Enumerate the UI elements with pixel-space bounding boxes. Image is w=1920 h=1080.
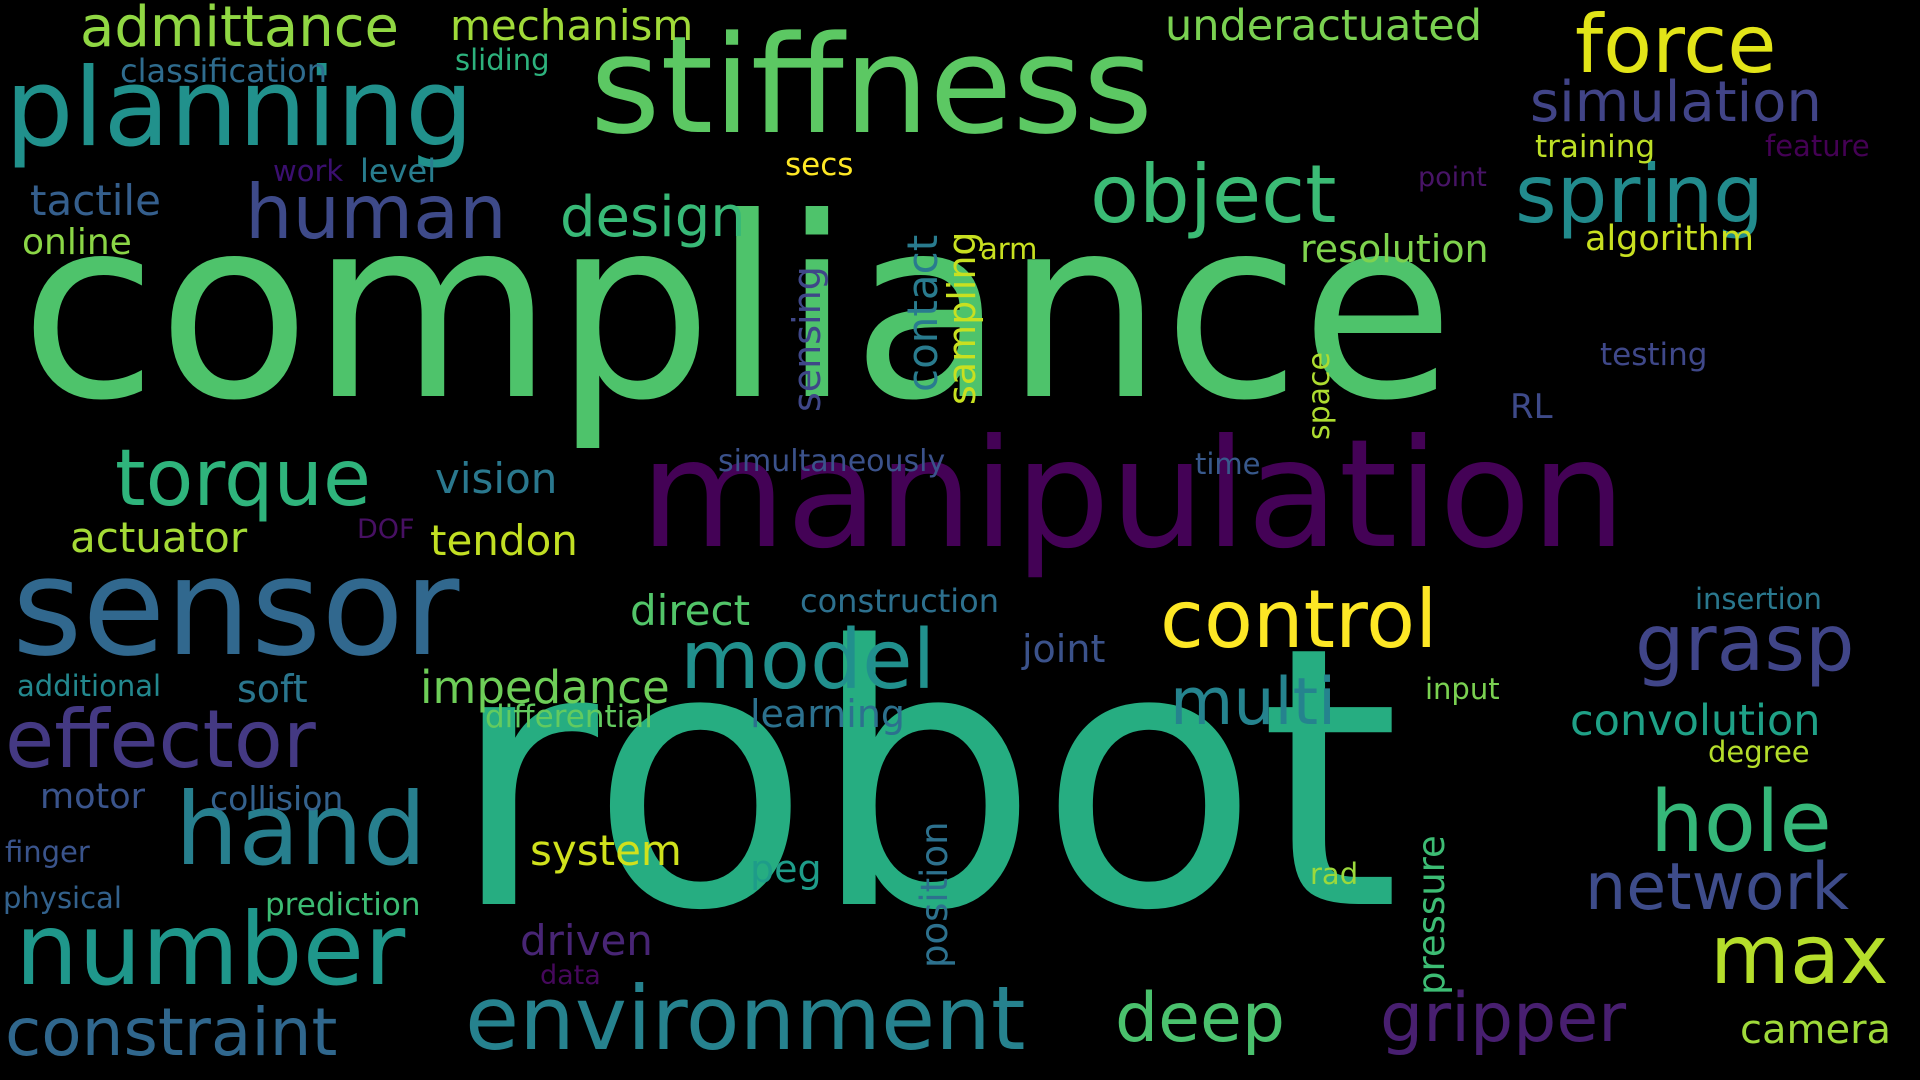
word-feature: feature — [1765, 129, 1870, 163]
word-max: max — [1710, 908, 1889, 1003]
word-construction: construction — [800, 582, 999, 620]
word-torque: torque — [115, 434, 371, 524]
word-simulation: simulation — [1530, 70, 1822, 135]
word-human: human — [245, 168, 507, 256]
word-data: data — [540, 960, 601, 991]
word-pressure: pressure — [1410, 835, 1453, 995]
word-collision: collision — [210, 779, 344, 818]
word-differential: differential — [485, 699, 653, 735]
word-manipulation: manipulation — [640, 408, 1626, 582]
word-tactile: tactile — [30, 176, 161, 225]
word-planning: planning — [5, 46, 474, 171]
word-number: number — [15, 891, 406, 1008]
word-system: system — [530, 826, 682, 875]
word-driven: driven — [520, 916, 653, 965]
word-gripper: gripper — [1380, 979, 1627, 1058]
word-position: position — [913, 821, 956, 968]
word-additional: additional — [17, 669, 162, 703]
word-work: work — [273, 154, 344, 188]
word-network: network — [1585, 850, 1849, 925]
word-simultaneously: simultaneously — [718, 444, 946, 479]
word-impedance: impedance — [420, 661, 670, 714]
word-input: input — [1425, 672, 1500, 706]
word-soft: soft — [237, 667, 308, 711]
word-point: point — [1418, 162, 1487, 193]
word-secs: secs — [785, 147, 854, 183]
word-testing: testing — [1600, 337, 1708, 373]
word-admittance: admittance — [80, 0, 399, 60]
word-sampling: sampling — [940, 231, 984, 405]
word-rl: RL — [1510, 387, 1553, 427]
word-tendon: tendon — [430, 516, 578, 565]
word-dof: DOF — [357, 514, 415, 545]
word-peg: peg — [750, 847, 822, 891]
word-control: control — [1160, 573, 1438, 666]
word-insertion: insertion — [1695, 582, 1822, 616]
word-object: object — [1090, 148, 1337, 241]
word-convolution: convolution — [1570, 696, 1821, 746]
word-joint: joint — [1022, 627, 1106, 671]
word-resolution: resolution — [1300, 227, 1489, 271]
word-model: model — [680, 613, 936, 708]
word-sensor: sensor — [12, 529, 460, 686]
word-direct: direct — [630, 586, 751, 635]
word-environment: environment — [465, 967, 1026, 1070]
word-vision: vision — [435, 454, 558, 503]
word-robot: robot — [450, 570, 1401, 989]
word-learning: learning — [750, 692, 906, 736]
word-space: space — [1302, 351, 1337, 440]
word-hole: hole — [1650, 773, 1832, 872]
word-sensing: sensing — [785, 266, 829, 412]
word-rad: rad — [1310, 857, 1359, 891]
word-finger: finger — [5, 835, 90, 869]
word-multi: multi — [1170, 665, 1337, 740]
word-stiffness: stiffness — [590, 7, 1154, 164]
word-effector: effector — [5, 693, 316, 786]
word-algorithm: algorithm — [1585, 219, 1754, 259]
word-design: design — [560, 185, 746, 250]
word-sliding: sliding — [455, 43, 550, 77]
word-motor: motor — [40, 777, 146, 817]
word-deep: deep — [1115, 979, 1285, 1058]
word-underactuated: underactuated — [1165, 1, 1482, 51]
word-grasp: grasp — [1635, 599, 1855, 689]
word-camera: camera — [1740, 1007, 1892, 1053]
word-force: force — [1575, 0, 1777, 91]
word-actuator: actuator — [70, 513, 248, 562]
word-time: time — [1195, 447, 1261, 481]
word-classification: classification — [120, 52, 327, 90]
word-training: training — [1535, 129, 1656, 165]
word-arm: arm — [980, 232, 1038, 266]
word-physical: physical — [3, 881, 122, 915]
word-hand: hand — [175, 771, 427, 888]
word-level: level — [360, 152, 437, 190]
word-spring: spring — [1515, 148, 1765, 241]
word-online: online — [22, 222, 132, 263]
word-contact: contact — [898, 234, 947, 392]
word-mechanism: mechanism — [450, 1, 694, 50]
word-degree: degree — [1708, 735, 1810, 769]
word-compliance: compliance — [20, 164, 1455, 455]
word-constraint: constraint — [5, 994, 338, 1071]
word-prediction: prediction — [265, 887, 421, 923]
